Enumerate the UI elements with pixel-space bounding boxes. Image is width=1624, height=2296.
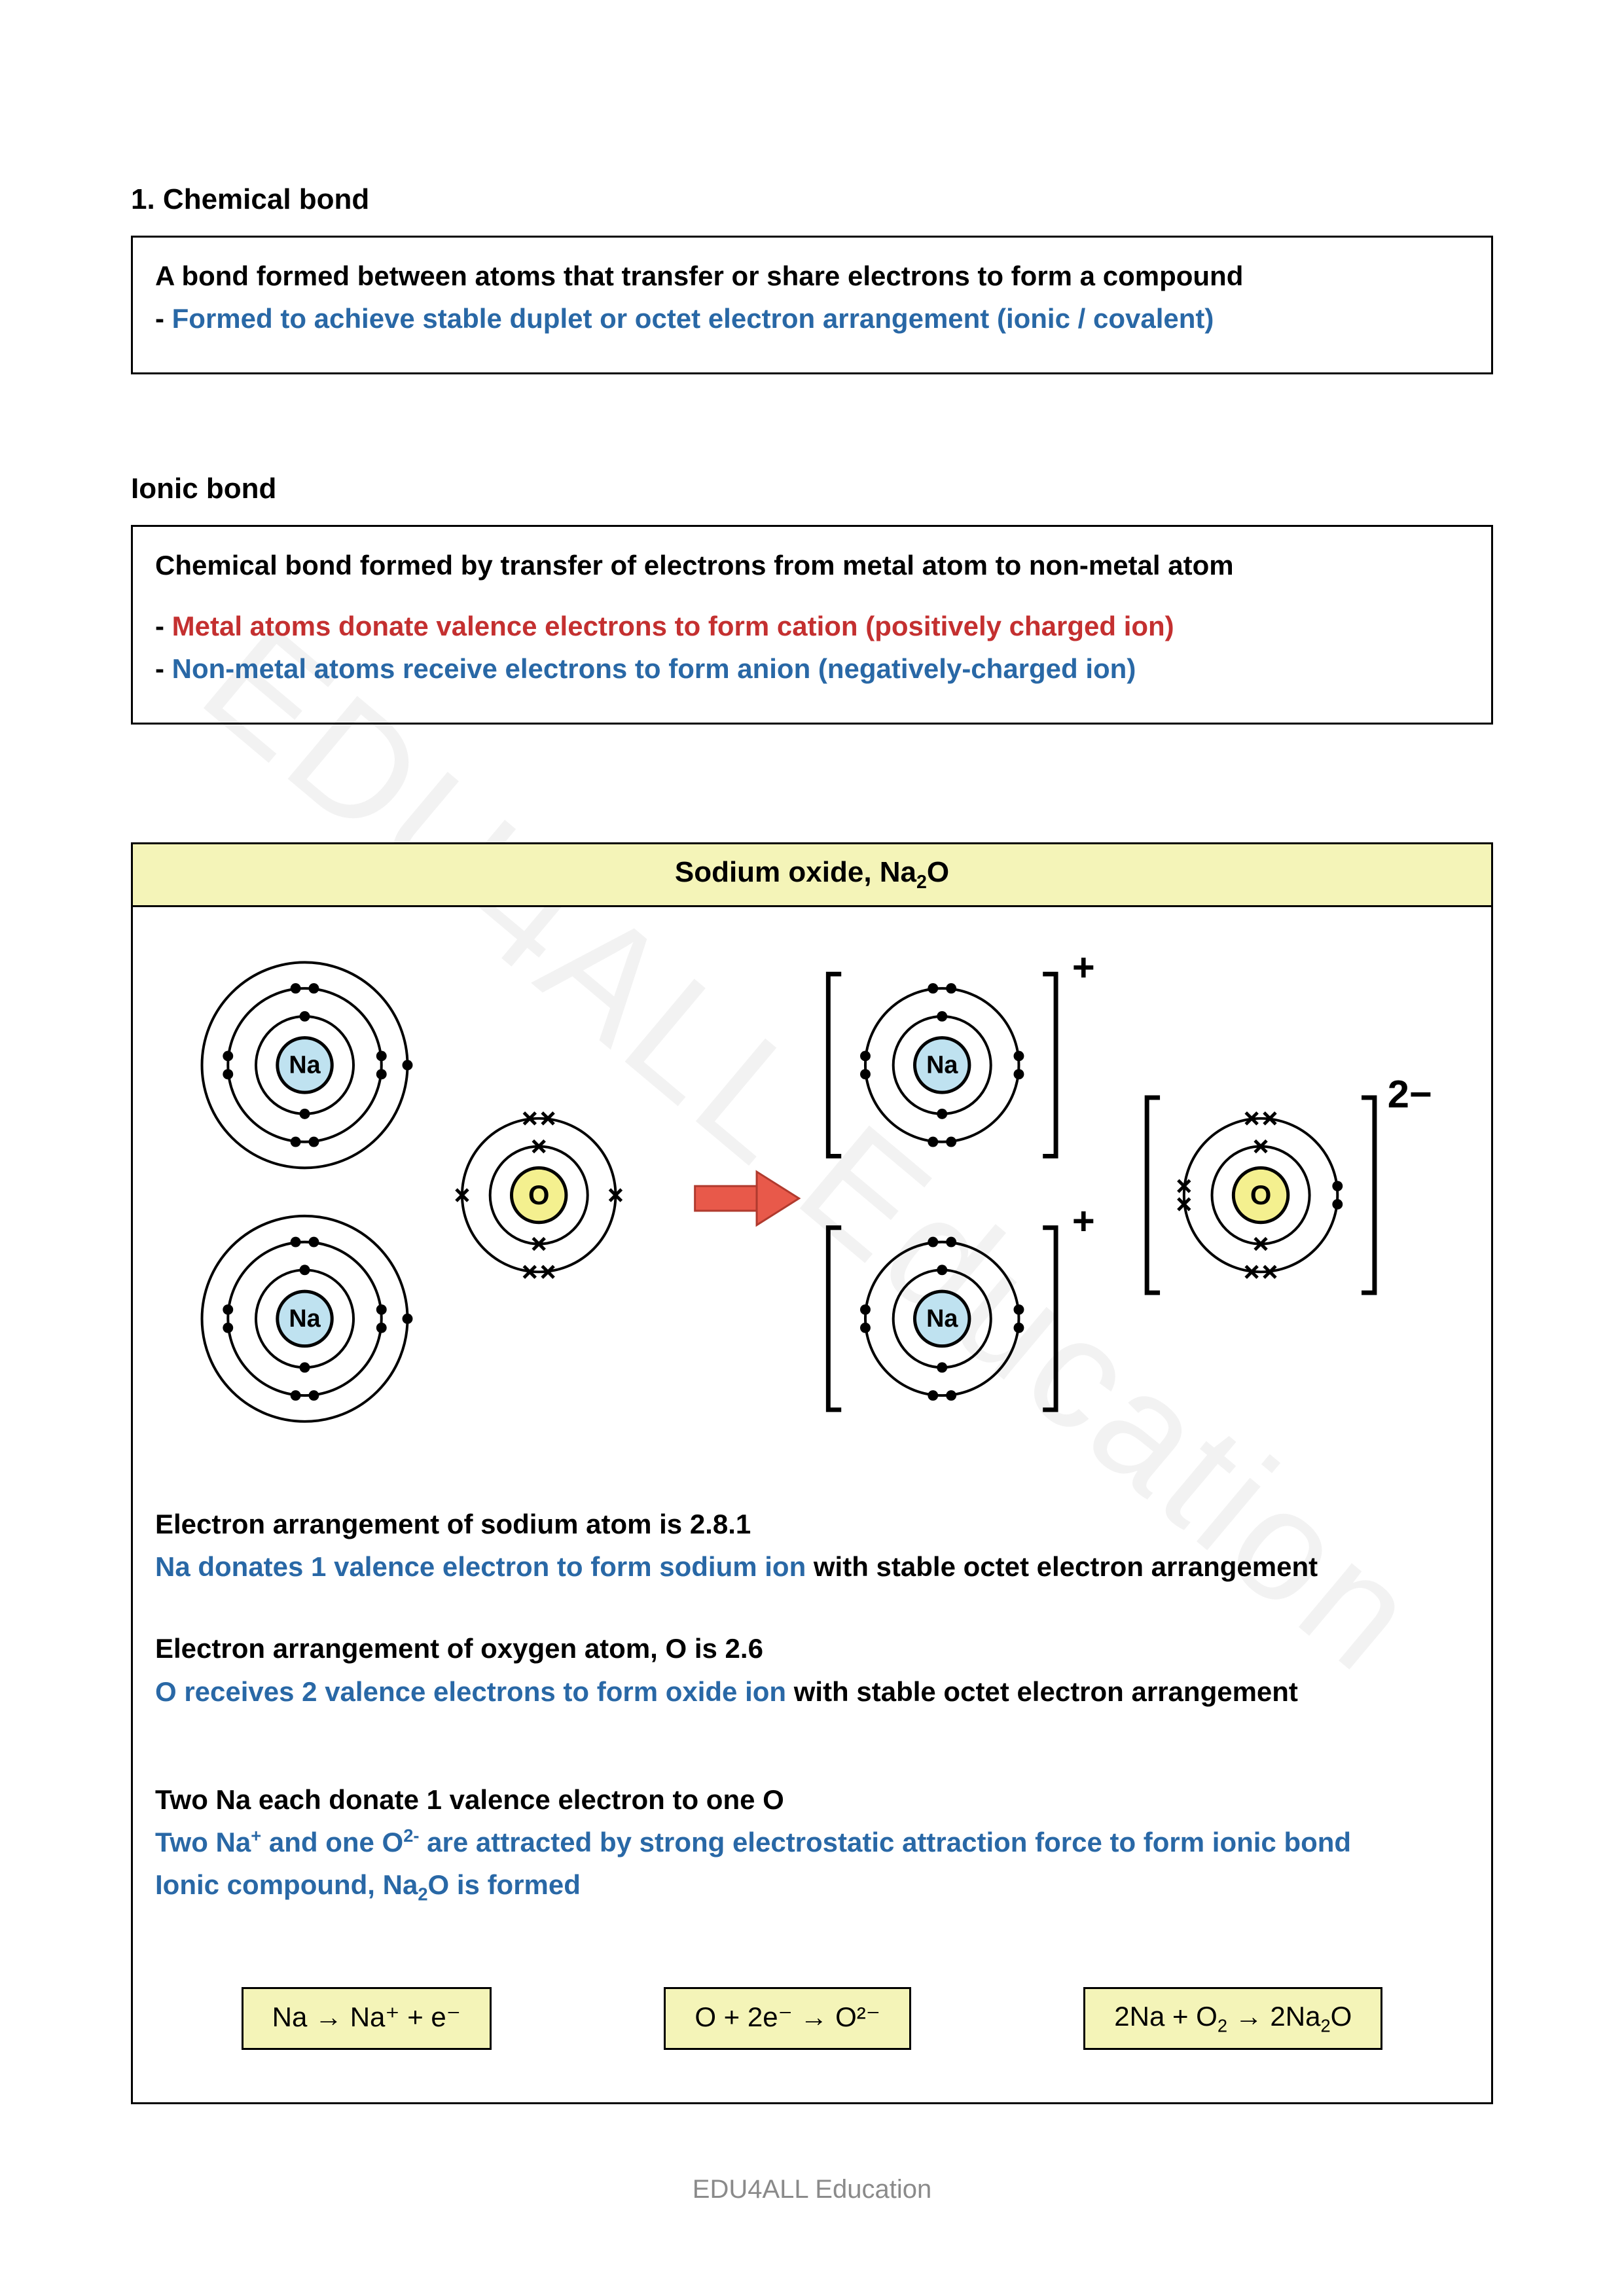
eq3b: → 2Na — [1227, 2001, 1320, 2032]
exp3c-sub: 2 — [418, 1884, 427, 1904]
exp3b-1: Two Na — [155, 1827, 251, 1857]
diagram-header-suffix: O — [927, 856, 949, 888]
exp-block-3: Two Na each donate 1 valence electron to… — [155, 1778, 1469, 1909]
exp3c-1: Ionic compound, Na — [155, 1869, 418, 1900]
section2-line2: - Metal atoms donate valence electrons t… — [155, 605, 1469, 647]
exp2a: Electron arrangement of oxygen atom, O i… — [155, 1627, 1469, 1670]
eq-box-3: 2Na + O2 → 2Na2O — [1083, 1987, 1382, 2050]
exp1b-black: with stable octet electron arrangement — [806, 1551, 1318, 1582]
exp3c: Ionic compound, Na2O is formed — [155, 1863, 1469, 1909]
exp3c-2: O is formed — [428, 1869, 581, 1900]
exp2b-black: with stable octet electron arrangement — [786, 1676, 1298, 1707]
eq-box-1: Na → Na⁺ + e⁻ — [242, 1987, 492, 2050]
svg-text:2−: 2− — [1388, 1072, 1432, 1116]
exp1a: Electron arrangement of sodium atom is 2… — [155, 1503, 1469, 1545]
na-ion-1-group: + — [828, 945, 1094, 1156]
svg-text:+: + — [1072, 1199, 1095, 1243]
section2-line1: Chemical bond formed by transfer of elec… — [155, 544, 1469, 586]
section2-box: Chemical bond formed by transfer of elec… — [131, 525, 1493, 725]
exp3b: Two Na+ and one O2- are attracted by str… — [155, 1821, 1469, 1863]
eq3a: 2Na + O — [1114, 2001, 1218, 2032]
page-footer: EDU4ALL Education — [0, 2175, 1624, 2204]
exp-block-2: Electron arrangement of oxygen atom, O i… — [155, 1627, 1469, 1712]
section2-line2-red: Metal atoms donate valence electrons to … — [172, 611, 1174, 641]
exp3b-2: and one O — [261, 1827, 403, 1857]
section1-line1: A bond formed between atoms that transfe… — [155, 255, 1469, 297]
svg-text:+: + — [1072, 945, 1095, 989]
na-atom-1 — [202, 963, 413, 1168]
o-atom — [456, 1113, 621, 1278]
section2-line3-blue: Non-metal atoms receive electrons to for… — [172, 653, 1136, 684]
eq3c: O — [1331, 2001, 1352, 2032]
exp-block-1: Electron arrangement of sodium atom is 2… — [155, 1503, 1469, 1588]
na-atom-2 — [202, 1216, 413, 1422]
diagram-header-main: Sodium oxide, Na — [675, 856, 916, 888]
section1-box: A bond formed between atoms that transfe… — [131, 236, 1493, 374]
exp2b: O receives 2 valence electrons to form o… — [155, 1670, 1469, 1713]
section1-line2: - Formed to achieve stable duplet or oct… — [155, 297, 1469, 340]
eq-box-2: O + 2e⁻ → O²⁻ — [664, 1987, 911, 2050]
section2-title: Ionic bond — [131, 473, 1493, 505]
section2-line3-prefix: - — [155, 653, 172, 684]
arrow-icon — [695, 1172, 799, 1225]
section1-line2-blue: Formed to achieve stable duplet or octet… — [172, 303, 1214, 334]
diagram-header: Sodium oxide, Na2O — [133, 844, 1491, 907]
equation-row: Na → Na⁺ + e⁻ O + 2e⁻ → O²⁻ 2Na + O2 → 2… — [155, 1987, 1469, 2050]
section2-line2-prefix: - — [155, 611, 172, 641]
page-content: 1. Chemical bond A bond formed between a… — [131, 183, 1493, 2104]
diagram-box: Sodium oxide, Na2O — [131, 842, 1493, 2104]
diagram-area: Na Na — [155, 927, 1469, 1477]
exp2b-blue: O receives 2 valence electrons to form o… — [155, 1676, 786, 1707]
na-ion-2-group: + — [828, 1199, 1094, 1410]
diagram-svg: Na Na — [155, 927, 1469, 1477]
section1-title: 1. Chemical bond — [131, 183, 1493, 216]
section1-line2-prefix: - — [155, 303, 172, 334]
exp3b-3: are attracted by strong electrostatic at… — [419, 1827, 1351, 1857]
diagram-header-sub: 2 — [916, 872, 927, 893]
exp1b: Na donates 1 valence electron to form so… — [155, 1545, 1469, 1588]
section2-line3: - Non-metal atoms receive electrons to f… — [155, 647, 1469, 690]
o-ion-group: 2− — [1147, 1072, 1432, 1293]
exp1b-blue: Na donates 1 valence electron to form so… — [155, 1551, 806, 1582]
exp3a: Two Na each donate 1 valence electron to… — [155, 1778, 1469, 1821]
